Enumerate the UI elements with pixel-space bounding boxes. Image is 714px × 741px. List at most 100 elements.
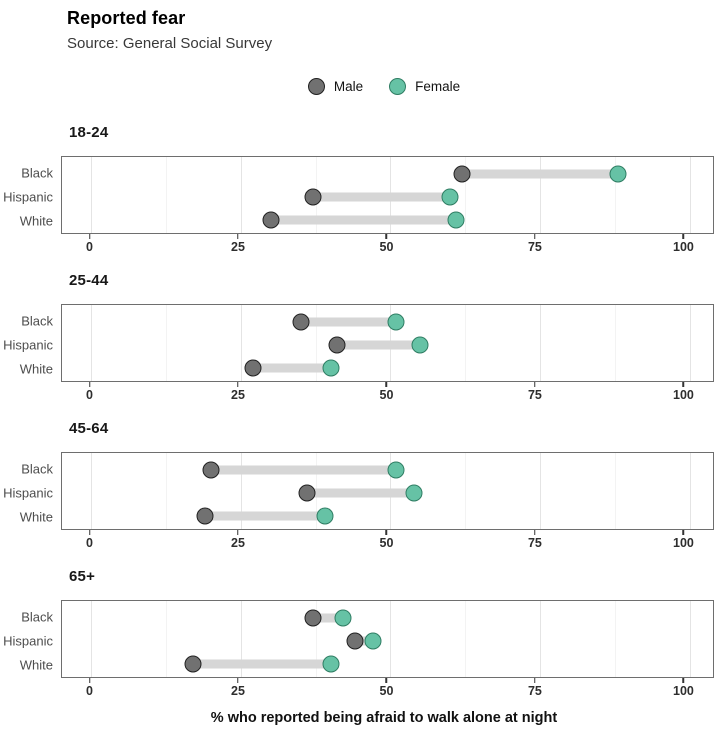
y-label-hispanic: Hispanic — [3, 189, 53, 205]
x-axis-tick-label: 75 — [527, 388, 542, 402]
female-dot — [334, 609, 352, 627]
y-axis-labels: Black Hispanic White — [3, 304, 61, 382]
y-label-black: Black — [21, 461, 53, 477]
legend-label-female: Female — [415, 78, 461, 94]
x-axis-tick-label: 25 — [231, 684, 245, 698]
y-label-white: White — [19, 509, 53, 525]
y-label-black: Black — [21, 313, 53, 329]
gridline-major — [540, 157, 542, 233]
female-dot-icon — [389, 77, 407, 95]
dumbbell-connector — [306, 488, 415, 498]
plot-panel — [61, 304, 714, 382]
facet-title: 45-64 — [69, 420, 109, 437]
gridline-major — [540, 305, 542, 381]
male-dot — [244, 359, 262, 377]
x-axis: 0 25 50 75 100 — [61, 382, 706, 406]
dumbbell-connector — [462, 169, 619, 179]
y-label-black: Black — [21, 165, 53, 181]
gridline-minor — [165, 305, 167, 381]
y-label-hispanic: Hispanic — [3, 633, 53, 649]
dumbbell-connector — [204, 511, 325, 521]
plot-panel — [61, 452, 714, 530]
x-axis-tick-label: 50 — [379, 684, 394, 698]
gridline-major — [90, 305, 92, 381]
female-dot — [405, 484, 423, 502]
facet-body: Black Hispanic White — [3, 600, 714, 678]
chart-subtitle: Source: General Social Survey — [67, 35, 273, 52]
gridline-minor — [315, 305, 317, 381]
female-dot — [441, 188, 459, 206]
gridline-major — [240, 601, 242, 677]
y-label-white: White — [19, 213, 53, 229]
plot-panel — [61, 600, 714, 678]
x-axis-tick — [385, 382, 388, 387]
gridline-major — [690, 157, 692, 233]
x-axis-tick — [237, 530, 239, 535]
gridline-major — [90, 601, 92, 677]
x-axis-tick-label: 25 — [231, 240, 245, 254]
x-axis-tick — [385, 678, 388, 683]
dumbbell-connector — [270, 215, 457, 225]
facet-title: 18-24 — [69, 124, 109, 141]
gridline-minor — [165, 157, 167, 233]
female-dot — [609, 165, 627, 183]
x-axis-tick-label: 75 — [527, 240, 542, 254]
x-axis-tick — [534, 382, 536, 387]
gridline-minor — [615, 305, 617, 381]
female-dot — [316, 507, 334, 525]
x-axis-tick — [682, 678, 685, 683]
gridline-major — [540, 601, 542, 677]
gridline-minor — [465, 601, 467, 677]
gridline-major — [90, 453, 92, 529]
x-axis-title: % who reported being afraid to walk alon… — [210, 710, 558, 726]
male-dot — [328, 336, 346, 354]
x-axis-tick-label: 100 — [672, 388, 694, 402]
gridline-major — [390, 601, 392, 677]
x-axis-tick-label: 100 — [672, 240, 694, 254]
facet-45-64: 45-64 Black Hispanic White 0 25 50 75 100 — [0, 420, 714, 554]
facet-title: 65+ — [69, 568, 96, 585]
gridline-minor — [465, 157, 467, 233]
female-dot — [387, 313, 405, 331]
y-label-hispanic: Hispanic — [3, 337, 53, 353]
dumbbell-connector — [354, 636, 373, 646]
dumbbell-connector — [192, 659, 331, 669]
male-dot — [202, 461, 220, 479]
y-axis-labels: Black Hispanic White — [3, 452, 61, 530]
x-axis-tick-label: 25 — [231, 536, 245, 550]
legend: Male Female — [69, 76, 699, 96]
x-axis-tick — [682, 382, 685, 387]
male-dot — [298, 484, 316, 502]
x-axis-tick-label: 75 — [527, 684, 542, 698]
chart-root: Reported fear Source: General Social Sur… — [0, 8, 714, 741]
male-dot — [196, 507, 214, 525]
x-axis-tick-label: 0 — [86, 388, 93, 402]
x-axis-tick — [385, 234, 388, 239]
x-axis-tick — [385, 530, 388, 535]
y-label-black: Black — [21, 609, 53, 625]
gridline-minor — [315, 601, 317, 677]
x-axis-tick-label: 25 — [231, 388, 245, 402]
x-axis-tick — [237, 382, 239, 387]
y-label-white: White — [19, 657, 53, 673]
x-axis: 0 25 50 75 100 — [61, 234, 706, 258]
x-axis-tick — [237, 234, 239, 239]
x-axis: 0 25 50 75 100 — [61, 678, 706, 702]
x-axis-tick-label: 0 — [86, 536, 93, 550]
female-dot — [411, 336, 429, 354]
x-axis-tick — [534, 234, 536, 239]
x-axis-tick — [237, 678, 239, 683]
x-axis-tick — [682, 530, 685, 535]
gridline-major — [690, 601, 692, 677]
gridline-minor — [165, 453, 167, 529]
gridline-major — [240, 305, 242, 381]
facet-65+: 65+ Black Hispanic White 0 25 50 75 100 — [0, 568, 714, 702]
y-axis-labels: Black Hispanic White — [3, 600, 61, 678]
dumbbell-connector — [210, 465, 397, 475]
female-dot — [447, 211, 465, 229]
facet-25-44: 25-44 Black Hispanic White 0 25 50 75 100 — [0, 272, 714, 406]
x-axis-tick — [534, 678, 536, 683]
x-axis-tick — [88, 382, 91, 387]
male-dot — [304, 188, 322, 206]
female-dot — [364, 632, 381, 650]
